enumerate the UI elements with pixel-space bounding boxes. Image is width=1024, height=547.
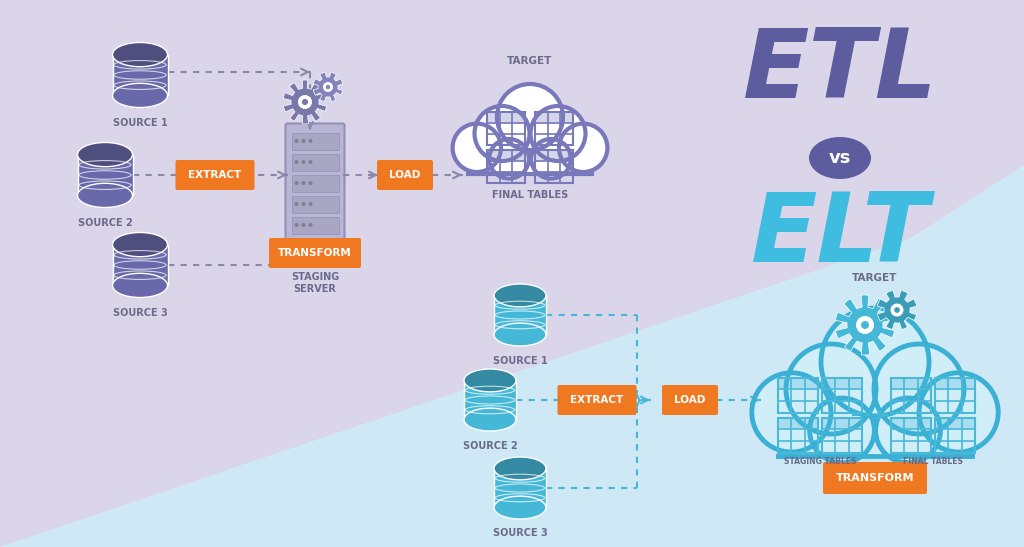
- Text: STAGING: STAGING: [291, 272, 339, 282]
- Ellipse shape: [113, 83, 168, 108]
- Circle shape: [453, 124, 501, 172]
- Circle shape: [786, 344, 876, 434]
- Circle shape: [308, 139, 312, 143]
- FancyBboxPatch shape: [292, 132, 339, 149]
- Circle shape: [752, 373, 831, 452]
- FancyBboxPatch shape: [662, 385, 718, 415]
- Circle shape: [302, 99, 308, 105]
- Circle shape: [919, 373, 998, 452]
- Text: SOURCE 2: SOURCE 2: [78, 218, 132, 228]
- FancyBboxPatch shape: [292, 174, 339, 191]
- Polygon shape: [284, 80, 327, 124]
- Circle shape: [295, 223, 299, 227]
- FancyBboxPatch shape: [935, 417, 975, 429]
- Ellipse shape: [809, 137, 871, 179]
- Circle shape: [301, 181, 305, 185]
- FancyBboxPatch shape: [78, 155, 132, 195]
- FancyBboxPatch shape: [175, 160, 255, 190]
- Ellipse shape: [113, 43, 168, 67]
- Circle shape: [861, 321, 869, 329]
- FancyBboxPatch shape: [487, 149, 525, 160]
- Circle shape: [301, 160, 305, 164]
- Text: EXTRACT: EXTRACT: [570, 395, 624, 405]
- Polygon shape: [480, 190, 1024, 547]
- Circle shape: [856, 316, 874, 334]
- Text: SOURCE 1: SOURCE 1: [113, 118, 167, 128]
- FancyBboxPatch shape: [891, 377, 931, 389]
- FancyBboxPatch shape: [292, 195, 339, 212]
- Text: TRANSFORM: TRANSFORM: [836, 473, 914, 483]
- FancyBboxPatch shape: [778, 398, 972, 456]
- FancyBboxPatch shape: [778, 417, 818, 429]
- FancyBboxPatch shape: [935, 377, 975, 389]
- FancyBboxPatch shape: [535, 112, 573, 123]
- Circle shape: [298, 95, 312, 109]
- Text: SOURCE 3: SOURCE 3: [113, 308, 167, 318]
- Circle shape: [531, 139, 570, 179]
- Circle shape: [810, 398, 874, 463]
- Ellipse shape: [113, 274, 168, 298]
- Circle shape: [301, 202, 305, 206]
- Text: ELT: ELT: [751, 189, 930, 282]
- Text: FINAL TABLES: FINAL TABLES: [492, 190, 568, 200]
- Ellipse shape: [464, 369, 516, 392]
- FancyBboxPatch shape: [535, 149, 573, 160]
- FancyBboxPatch shape: [494, 468, 546, 508]
- Circle shape: [323, 82, 333, 92]
- FancyBboxPatch shape: [822, 417, 862, 429]
- Circle shape: [308, 223, 312, 227]
- FancyBboxPatch shape: [286, 124, 344, 242]
- FancyBboxPatch shape: [292, 154, 339, 171]
- FancyBboxPatch shape: [377, 160, 433, 190]
- Circle shape: [474, 106, 529, 161]
- Polygon shape: [430, 165, 1024, 547]
- Text: SOURCE 1: SOURCE 1: [493, 356, 548, 366]
- Circle shape: [326, 85, 330, 89]
- FancyBboxPatch shape: [891, 417, 931, 429]
- Text: ETL: ETL: [742, 26, 937, 119]
- Ellipse shape: [494, 457, 546, 480]
- Ellipse shape: [78, 143, 132, 167]
- Circle shape: [295, 160, 299, 164]
- FancyBboxPatch shape: [487, 112, 525, 123]
- Circle shape: [821, 308, 929, 416]
- Polygon shape: [0, 200, 1024, 547]
- Circle shape: [295, 139, 299, 143]
- Text: vs: vs: [828, 149, 851, 167]
- Text: EXTRACT: EXTRACT: [188, 170, 242, 180]
- Circle shape: [891, 304, 903, 317]
- Circle shape: [530, 106, 586, 161]
- Circle shape: [308, 160, 312, 164]
- FancyBboxPatch shape: [823, 462, 927, 494]
- FancyBboxPatch shape: [464, 381, 516, 420]
- FancyBboxPatch shape: [292, 217, 339, 234]
- Circle shape: [489, 139, 528, 179]
- Circle shape: [874, 344, 964, 434]
- FancyBboxPatch shape: [778, 377, 818, 389]
- FancyBboxPatch shape: [822, 377, 862, 389]
- Ellipse shape: [113, 232, 168, 257]
- Text: SOURCE 3: SOURCE 3: [493, 528, 548, 538]
- Polygon shape: [836, 295, 895, 355]
- FancyBboxPatch shape: [269, 238, 361, 268]
- Circle shape: [876, 398, 940, 463]
- Circle shape: [894, 307, 900, 313]
- Ellipse shape: [494, 284, 546, 307]
- FancyBboxPatch shape: [113, 55, 168, 95]
- Text: TRANSFORM: TRANSFORM: [279, 248, 352, 258]
- Circle shape: [308, 181, 312, 185]
- Text: TARGET: TARGET: [507, 56, 553, 66]
- Text: SOURCE 2: SOURCE 2: [463, 441, 517, 451]
- Text: STAGING TABLES: STAGING TABLES: [783, 457, 856, 466]
- Polygon shape: [878, 290, 916, 329]
- FancyBboxPatch shape: [468, 139, 592, 174]
- Text: LOAD: LOAD: [675, 395, 706, 405]
- Circle shape: [295, 181, 299, 185]
- Ellipse shape: [464, 408, 516, 431]
- Text: FINAL TABLES: FINAL TABLES: [903, 457, 963, 466]
- Circle shape: [497, 84, 563, 150]
- Circle shape: [301, 139, 305, 143]
- Circle shape: [559, 124, 607, 172]
- Ellipse shape: [78, 183, 132, 207]
